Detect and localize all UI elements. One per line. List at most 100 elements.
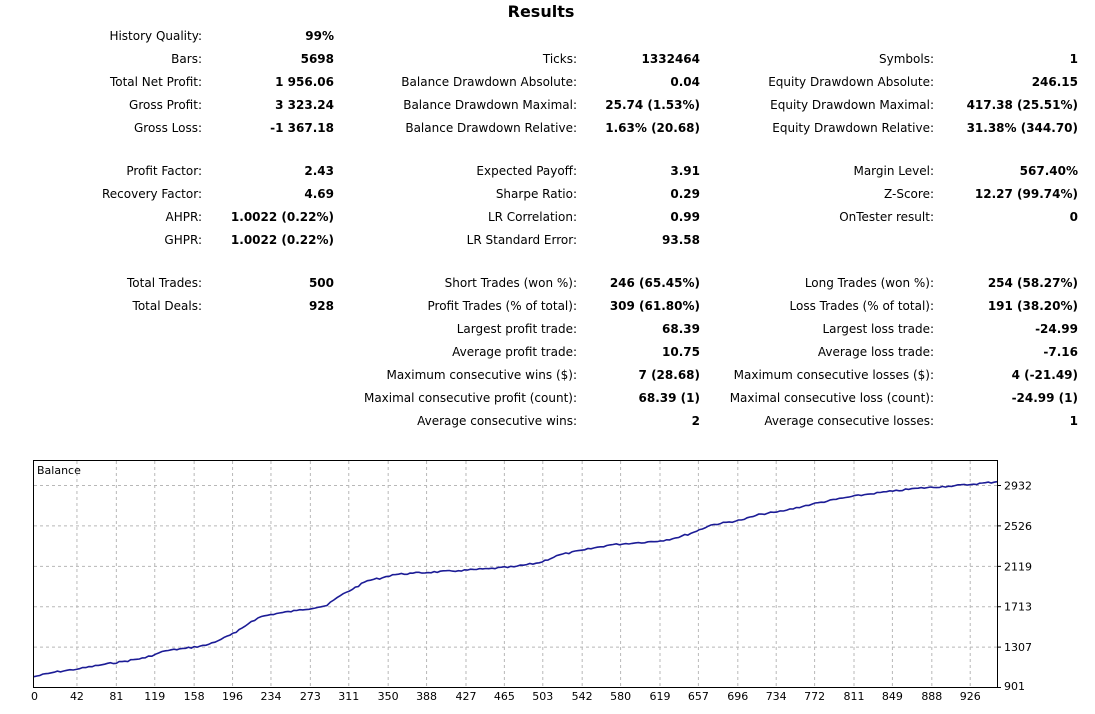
long-trades-label: Long Trades (won %): xyxy=(804,276,934,290)
x-tick-label: 503 xyxy=(532,690,553,703)
history-quality-label: History Quality: xyxy=(109,29,202,43)
y-tick-label: 2119 xyxy=(1004,560,1032,573)
average-consecutive-wins-value: 2 xyxy=(691,414,700,428)
max-consecutive-wins-value: 7 (28.68) xyxy=(638,368,700,382)
average-consecutive-wins-label: Average consecutive wins: xyxy=(417,414,577,428)
average-consecutive-losses-label: Average consecutive losses: xyxy=(764,414,934,428)
symbols-label: Symbols: xyxy=(879,52,934,66)
largest-profit-trade-label: Largest profit trade: xyxy=(456,322,577,336)
ticks-label: Ticks: xyxy=(542,52,577,66)
total-deals-label: Total Deals: xyxy=(132,299,202,313)
balance-dd-relative-label: Balance Drawdown Relative: xyxy=(405,121,577,135)
maximal-consecutive-profit-label: Maximal consecutive profit (count): xyxy=(363,391,577,405)
x-tick-label: 81 xyxy=(109,690,123,703)
balance-dd-absolute-value: 0.04 xyxy=(670,75,700,89)
chart-plot-area xyxy=(33,460,998,688)
lr-standard-error-value: 93.58 xyxy=(662,233,700,247)
x-tick-label: 734 xyxy=(766,690,787,703)
gross-loss-label: Gross Loss: xyxy=(134,121,202,135)
z-score-label: Z-Score: xyxy=(884,187,934,201)
ahpr-label: AHPR: xyxy=(165,210,202,224)
equity-dd-relative-label: Equity Drawdown Relative: xyxy=(772,121,934,135)
x-tick-label: 158 xyxy=(184,690,205,703)
x-tick-label: 427 xyxy=(455,690,476,703)
y-axis-ticks: 2932 2526 2119 1713 1307 901 xyxy=(997,480,1032,693)
x-tick-label: 542 xyxy=(572,690,593,703)
lr-correlation-label: LR Correlation: xyxy=(487,210,577,224)
x-tick-label: 849 xyxy=(882,690,903,703)
results-title: Results xyxy=(507,2,575,21)
bars-value: 5698 xyxy=(300,52,334,66)
total-net-profit-label: Total Net Profit: xyxy=(109,75,202,89)
balance-dd-absolute-label: Balance Drawdown Absolute: xyxy=(401,75,577,89)
max-consecutive-wins-label: Maximum consecutive wins ($): xyxy=(386,368,577,382)
largest-loss-trade-label: Largest loss trade: xyxy=(822,322,934,336)
gross-loss-value: -1 367.18 xyxy=(270,121,334,135)
chart-title: Balance xyxy=(37,464,81,477)
sharpe-ratio-label: Sharpe Ratio: xyxy=(495,187,577,201)
loss-trades-value: 191 (38.20%) xyxy=(987,299,1078,313)
profit-trades-label: Profit Trades (% of total): xyxy=(427,299,577,313)
maximal-consecutive-loss-label: Maximal consecutive loss (count): xyxy=(729,391,934,405)
profit-factor-value: 2.43 xyxy=(304,164,334,178)
average-profit-trade-value: 10.75 xyxy=(662,345,700,359)
balance-series-line xyxy=(33,480,998,678)
z-score-value: 12.27 (99.74%) xyxy=(974,187,1078,201)
x-tick-label: 696 xyxy=(727,690,748,703)
x-tick-label: 119 xyxy=(144,690,165,703)
gross-profit-label: Gross Profit: xyxy=(129,98,202,112)
average-loss-trade-value: -7.16 xyxy=(1043,345,1078,359)
margin-level-value: 567.40% xyxy=(1019,164,1078,178)
max-consecutive-losses-label: Maximum consecutive losses ($): xyxy=(733,368,934,382)
largest-loss-trade-value: -24.99 xyxy=(1035,322,1078,336)
symbols-value: 1 xyxy=(1069,52,1078,66)
ticks-value: 1332464 xyxy=(641,52,700,66)
history-quality-value: 99% xyxy=(305,29,334,43)
expected-payoff-value: 3.91 xyxy=(670,164,700,178)
ghpr-value: 1.0022 (0.22%) xyxy=(230,233,334,247)
x-tick-label: 580 xyxy=(610,690,631,703)
x-tick-label: 465 xyxy=(494,690,515,703)
gross-profit-value: 3 323.24 xyxy=(275,98,334,112)
short-trades-value: 246 (65.45%) xyxy=(609,276,700,290)
recovery-factor-value: 4.69 xyxy=(304,187,334,201)
profit-factor-label: Profit Factor: xyxy=(126,164,202,178)
total-net-profit-value: 1 956.06 xyxy=(275,75,334,89)
x-tick-label: 926 xyxy=(960,690,981,703)
total-deals-value: 928 xyxy=(308,299,334,313)
x-tick-label: 196 xyxy=(222,690,243,703)
y-tick-label: 2932 xyxy=(1004,480,1032,493)
x-tick-label: 619 xyxy=(649,690,670,703)
margin-level-label: Margin Level: xyxy=(853,164,934,178)
x-tick-label: 388 xyxy=(416,690,437,703)
balance-dd-relative-value: 1.63% (20.68) xyxy=(605,121,700,135)
x-tick-label: 234 xyxy=(260,690,281,703)
equity-dd-absolute-value: 246.15 xyxy=(1031,75,1078,89)
bars-label: Bars: xyxy=(171,52,202,66)
balance-dd-maximal-label: Balance Drawdown Maximal: xyxy=(403,98,577,112)
y-tick-label: 2526 xyxy=(1004,520,1032,533)
loss-trades-label: Loss Trades (% of total): xyxy=(789,299,935,313)
balance-chart: Balance 0 42 81 119 158 196 234 273 311 350 388 427… xyxy=(31,460,1032,703)
profit-trades-value: 309 (61.80%) xyxy=(609,299,700,313)
y-tick-label: 901 xyxy=(1004,680,1025,693)
x-tick-label: 811 xyxy=(844,690,865,703)
short-trades-label: Short Trades (won %): xyxy=(444,276,577,290)
ghpr-label: GHPR: xyxy=(164,233,202,247)
total-trades-value: 500 xyxy=(308,276,334,290)
maximal-consecutive-loss-value: -24.99 (1) xyxy=(1011,391,1078,405)
total-trades-label: Total Trades: xyxy=(127,276,202,290)
largest-profit-trade-value: 68.39 xyxy=(662,322,700,336)
maximal-consecutive-profit-value: 68.39 (1) xyxy=(638,391,700,405)
x-tick-label: 772 xyxy=(804,690,825,703)
lr-correlation-value: 0.99 xyxy=(670,210,700,224)
x-tick-label: 42 xyxy=(70,690,84,703)
ontester-result-label: OnTester result: xyxy=(839,210,934,224)
x-tick-label: 273 xyxy=(300,690,321,703)
average-consecutive-losses-value: 1 xyxy=(1069,414,1078,428)
lr-standard-error-label: LR Standard Error: xyxy=(466,233,577,247)
recovery-factor-label: Recovery Factor: xyxy=(101,187,202,201)
long-trades-value: 254 (58.27%) xyxy=(987,276,1078,290)
x-axis-ticks: 0 42 81 119 158 196 234 273 311 350 388 427 465 503 54… xyxy=(31,690,981,703)
equity-dd-absolute-label: Equity Drawdown Absolute: xyxy=(768,75,934,89)
